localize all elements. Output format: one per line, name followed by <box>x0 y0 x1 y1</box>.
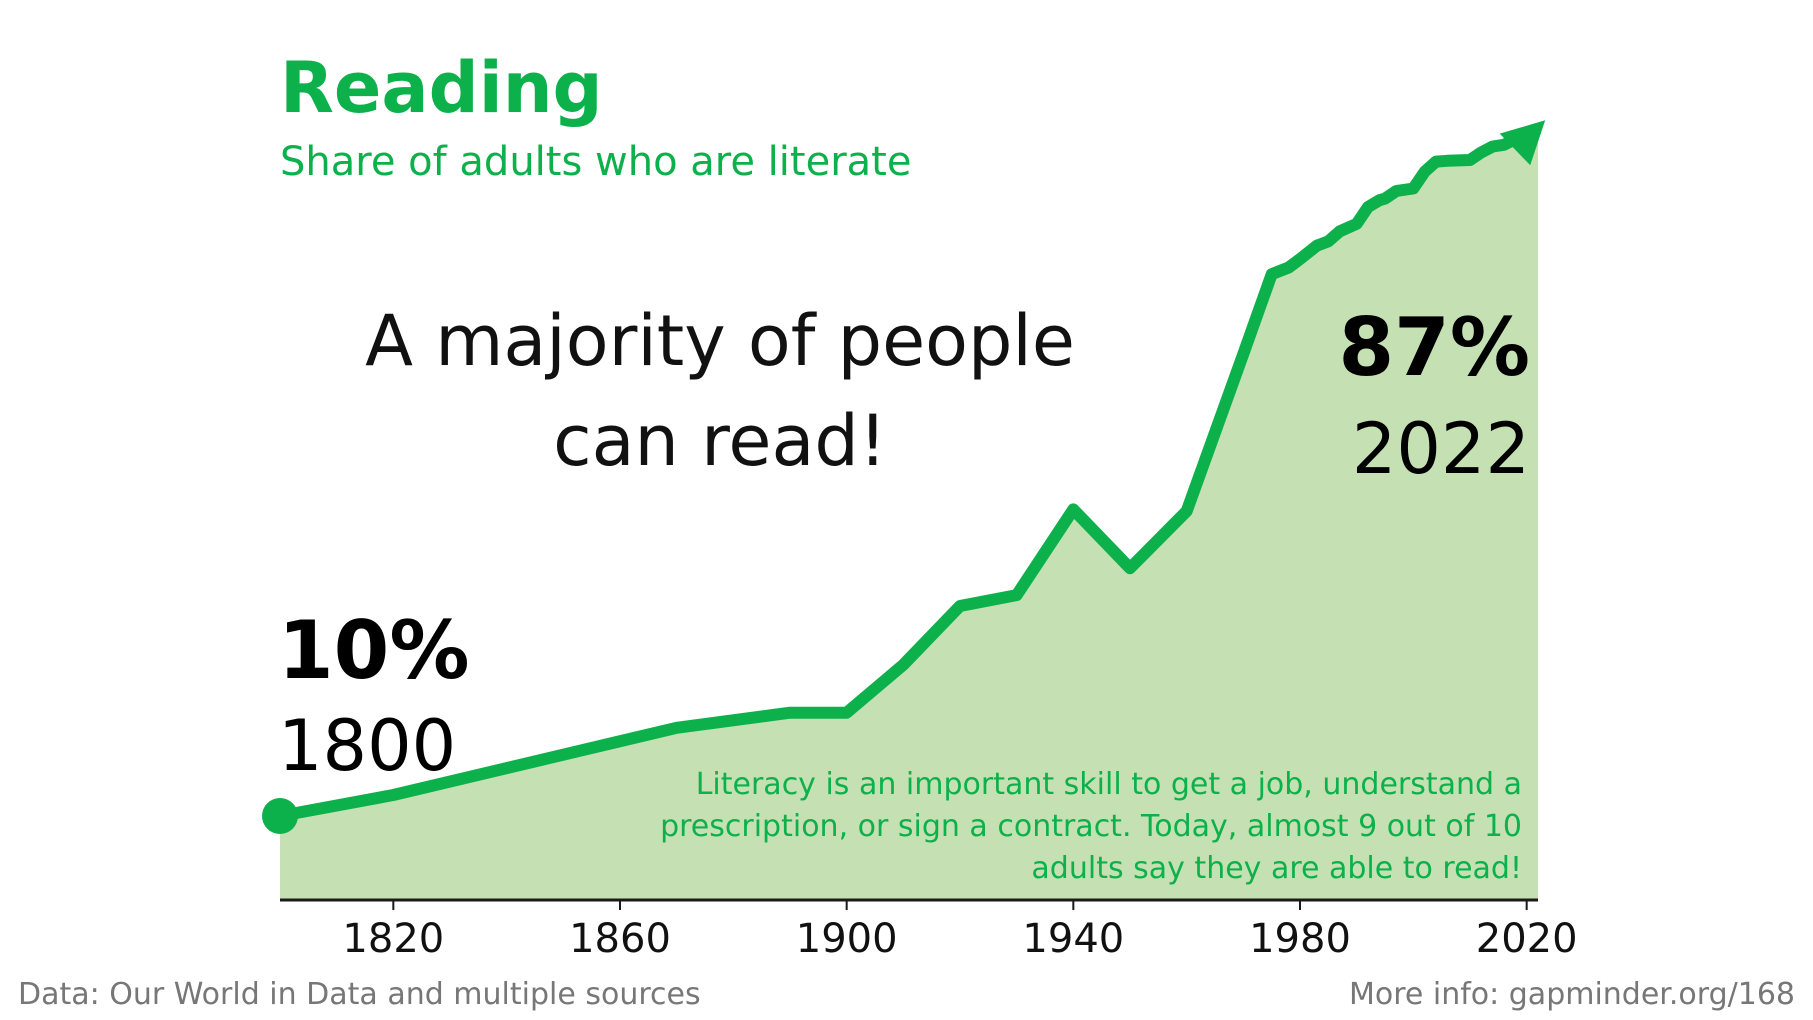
end-arrow-head <box>1499 120 1546 166</box>
footer-source: Data: Our World in Data and multiple sou… <box>18 977 701 1012</box>
x-tick-label-1820: 1820 <box>342 916 444 962</box>
end-value-label: 87% <box>1339 301 1530 394</box>
start-value-label: 10% <box>278 604 469 697</box>
headline-line-2: can read! <box>553 400 887 482</box>
x-tick-label-2020: 2020 <box>1476 916 1578 962</box>
note-line-3: adults say they are able to read! <box>1031 851 1522 886</box>
end-year-label: 2022 <box>1352 408 1530 490</box>
x-axis-ticks: 1820 1860 1900 1940 1980 2020 <box>342 900 1578 962</box>
x-tick-label-1860: 1860 <box>569 916 671 962</box>
literacy-line <box>274 132 1533 822</box>
headline-line-1: A majority of people <box>365 300 1075 382</box>
x-tick-label-1900: 1900 <box>796 916 898 962</box>
chart-title: Reading <box>280 47 603 129</box>
footer-more-info: More info: gapminder.org/168 <box>1349 977 1795 1012</box>
note-line-1: Literacy is an important skill to get a … <box>696 767 1522 802</box>
chart-subtitle: Share of adults who are literate <box>280 139 911 185</box>
x-tick-label-1940: 1940 <box>1022 916 1124 962</box>
note-line-2: prescription, or sign a contract. Today,… <box>660 809 1522 844</box>
start-year-label: 1800 <box>278 705 456 787</box>
literacy-area <box>280 127 1538 900</box>
start-point-marker <box>262 798 298 834</box>
x-tick-label-1980: 1980 <box>1249 916 1351 962</box>
